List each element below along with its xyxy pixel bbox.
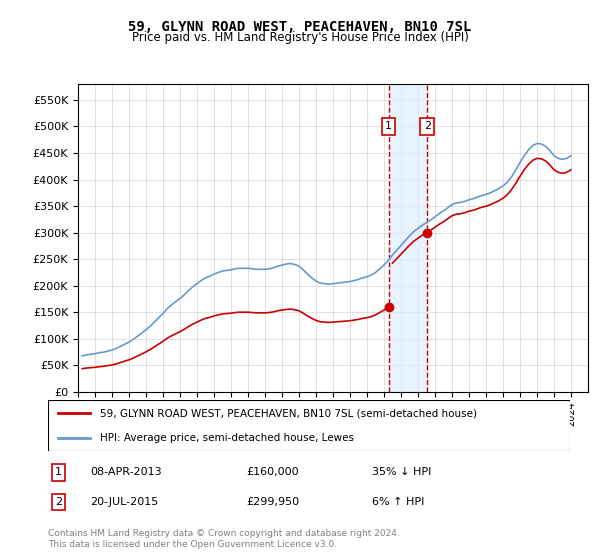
Text: 59, GLYNN ROAD WEST, PEACEHAVEN, BN10 7SL: 59, GLYNN ROAD WEST, PEACEHAVEN, BN10 7S… (128, 20, 472, 34)
Text: 35% ↓ HPI: 35% ↓ HPI (371, 468, 431, 478)
Text: Contains HM Land Registry data © Crown copyright and database right 2024.
This d: Contains HM Land Registry data © Crown c… (48, 529, 400, 549)
Text: 1: 1 (55, 468, 62, 478)
FancyBboxPatch shape (48, 400, 570, 451)
Text: HPI: Average price, semi-detached house, Lewes: HPI: Average price, semi-detached house,… (100, 433, 354, 443)
Text: 08-APR-2013: 08-APR-2013 (90, 468, 161, 478)
Text: 6% ↑ HPI: 6% ↑ HPI (371, 497, 424, 507)
Text: 20-JUL-2015: 20-JUL-2015 (90, 497, 158, 507)
Text: 2: 2 (424, 122, 431, 132)
Text: Price paid vs. HM Land Registry's House Price Index (HPI): Price paid vs. HM Land Registry's House … (131, 31, 469, 44)
Text: 59, GLYNN ROAD WEST, PEACEHAVEN, BN10 7SL (semi-detached house): 59, GLYNN ROAD WEST, PEACEHAVEN, BN10 7S… (100, 408, 477, 418)
Text: 2: 2 (55, 497, 62, 507)
Text: £160,000: £160,000 (247, 468, 299, 478)
Text: £299,950: £299,950 (247, 497, 299, 507)
Bar (389, 84, 427, 392)
Text: 1: 1 (385, 122, 392, 132)
